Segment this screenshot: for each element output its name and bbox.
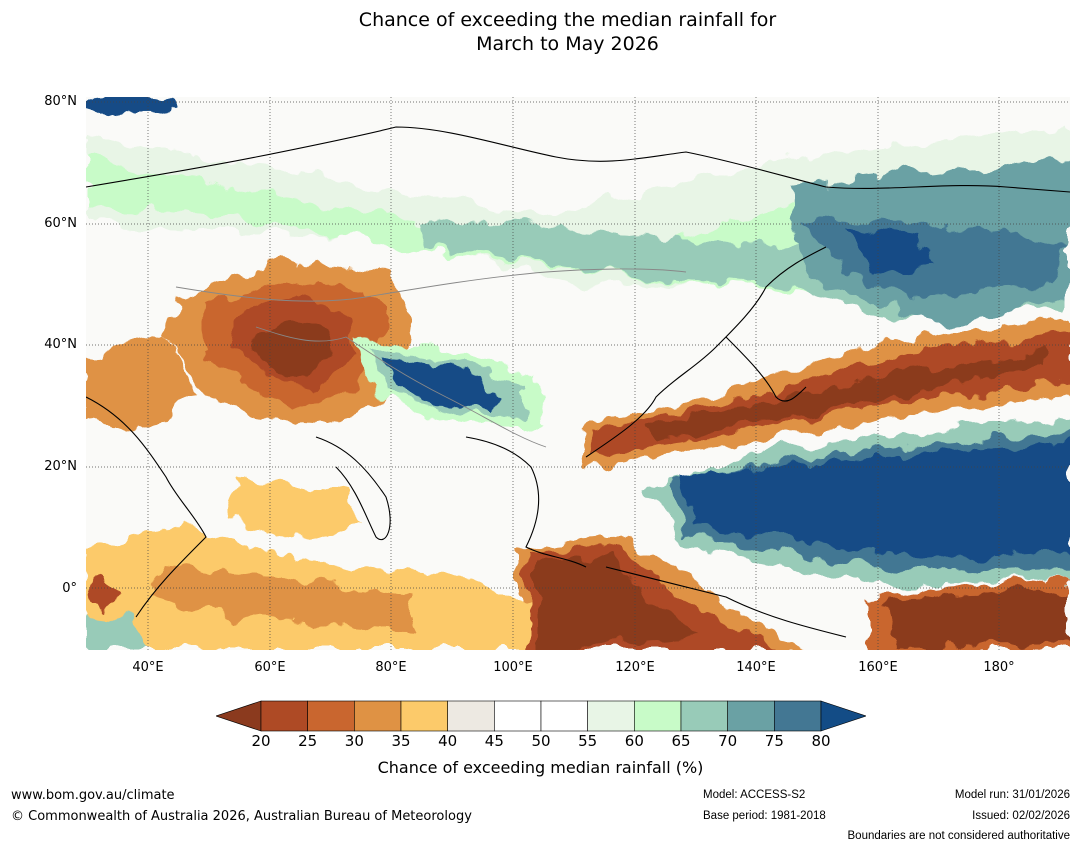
colorbar-bin [634,700,682,732]
colorbar-tick-label: 30 [344,732,364,750]
colorbar-label: Chance of exceeding median rainfall (%) [377,758,704,777]
lon-label-60e: 60°E [254,660,286,675]
lat-label-20n: 20°N [44,459,77,474]
lon-label-180: 180° [983,660,1015,675]
colorbar-bin [727,700,775,732]
colorbar [216,700,866,732]
colorbar-bin [354,700,402,732]
probability-field [86,97,1070,650]
colorbar-bin [540,700,588,732]
colorbar-bin [587,700,635,732]
colorbar-tick-label: 80 [811,732,831,750]
colorbar-arrow-high [820,700,866,732]
country-borders [175,268,687,448]
colorbar-tick-label: 65 [671,732,691,750]
lon-label-140e: 140°E [736,660,776,675]
colorbar-bin [774,700,822,732]
colorbar-tick-label: 35 [391,732,411,750]
lat-label-40n: 40°N [44,337,77,352]
colorbar-bin [260,700,308,732]
colorbar-tick-label: 25 [298,732,318,750]
title-line-2: March to May 2026 [476,33,659,55]
colorbar-tick-label: 60 [624,732,644,750]
colorbar-tick-label: 45 [484,732,504,750]
colorbar-bin [307,700,355,732]
model-name: Model: ACCESS-S2 [703,789,806,801]
lon-label-120e: 120°E [615,660,655,675]
website-link[interactable]: www.bom.gov.au/climate [11,788,175,803]
colorbar-tick-label: 55 [578,732,598,750]
lat-label-60n: 60°N [44,216,77,231]
copyright-text: © Commonwealth of Australia 2026, Austra… [11,809,472,824]
colorbar-bin [680,700,728,732]
colorbar-arrow-low [216,700,262,732]
issued-date: Issued: 02/02/2026 [972,810,1070,822]
colorbar-tick-label: 20 [251,732,271,750]
graticule [86,97,1070,650]
lat-label-0: 0° [62,581,77,596]
lon-label-40e: 40°E [132,660,164,675]
lon-label-160e: 160°E [858,660,898,675]
colorbar-tick-label: 50 [531,732,551,750]
rainfall-probability-map [86,97,1070,650]
colorbar-tick-label: 70 [718,732,738,750]
colorbar-bin [400,700,448,732]
colorbar-bin [447,700,495,732]
title-line-1: Chance of exceeding the median rainfall … [358,9,777,31]
lat-label-80n: 80°N [44,94,77,109]
chart-title: Chance of exceeding the median rainfall … [0,8,1081,56]
lon-label-100e: 100°E [493,660,533,675]
lon-label-80e: 80°E [375,660,407,675]
colorbar-tick-label: 75 [764,732,784,750]
coastlines [86,126,1070,638]
base-period: Base period: 1981-2018 [703,810,826,822]
model-run-date: Model run: 31/01/2026 [954,789,1070,801]
colorbar-tick-label: 40 [438,732,458,750]
boundaries-disclaimer: Boundaries are not considered authoritat… [847,830,1070,842]
colorbar-bin [494,700,542,732]
